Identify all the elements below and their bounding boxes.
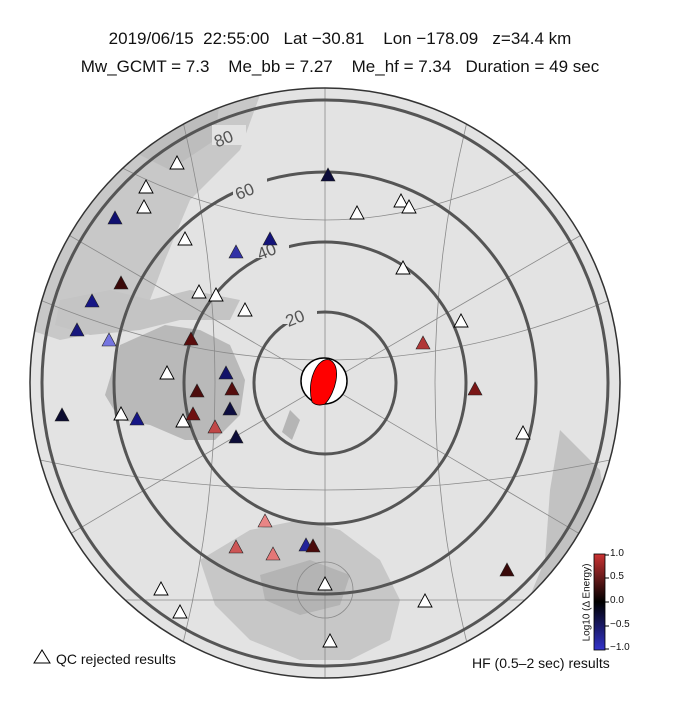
station-triangle xyxy=(107,210,123,225)
station-triangle xyxy=(228,429,244,444)
station-triangle xyxy=(228,244,244,259)
station-triangle xyxy=(305,538,321,553)
station-triangle xyxy=(257,513,273,528)
station-rejected-triangle xyxy=(395,260,411,275)
distance-ring-60 xyxy=(112,170,538,596)
station-triangle xyxy=(499,562,515,577)
colorbar-tick-label: −1.0 xyxy=(610,642,630,653)
station-rejected-triangle xyxy=(159,365,175,380)
magnitude-info-line: Mw_GCMT = 7.3 Me_bb = 7.27 Me_hf = 7.34 … xyxy=(80,57,600,76)
station-rejected-triangle xyxy=(172,604,188,619)
distance-ring-20 xyxy=(252,310,398,456)
graticule-line xyxy=(179,109,216,656)
distance-rings xyxy=(40,98,610,668)
station-rejected-triangle xyxy=(136,199,152,214)
station-triangle xyxy=(467,381,483,396)
station-triangle xyxy=(228,539,244,554)
station-rejected-triangle xyxy=(237,302,253,317)
station-triangle xyxy=(222,401,238,416)
globe-outline xyxy=(29,87,621,679)
station-triangle xyxy=(265,546,281,561)
station-triangle xyxy=(224,381,240,396)
station-triangle xyxy=(189,383,205,398)
station-rejected-triangle xyxy=(317,576,333,591)
station-rejected-triangle xyxy=(401,199,417,214)
station-triangle xyxy=(218,365,234,380)
colorbar-tick-label: 0.5 xyxy=(610,571,624,582)
graticule-polar-circle xyxy=(296,561,354,619)
colorbar-tick-label: −0.5 xyxy=(610,619,630,630)
energy-colorbar xyxy=(593,553,609,651)
distance-ring-40 xyxy=(182,240,468,526)
station-rejected-triangle xyxy=(208,287,224,302)
distance-ring-80 xyxy=(40,98,610,668)
station-markers xyxy=(54,155,531,648)
station-triangle xyxy=(415,335,431,350)
station-rejected-triangle xyxy=(177,231,193,246)
station-triangle xyxy=(101,332,117,347)
qc-legend-triangle-icon xyxy=(33,649,51,664)
focal-mechanism-beachball xyxy=(300,357,348,406)
colorbar-title: Log10 (Δ Energy) xyxy=(581,563,593,642)
graticule-line xyxy=(39,459,611,491)
station-rejected-triangle xyxy=(417,593,433,608)
station-rejected-triangle xyxy=(153,581,169,596)
station-rejected-triangle xyxy=(515,425,531,440)
station-triangle xyxy=(185,406,201,421)
station-rejected-triangle xyxy=(322,633,338,648)
colorbar-tick-label: 0.0 xyxy=(610,595,624,606)
station-rejected-triangle xyxy=(169,155,185,170)
station-triangle xyxy=(207,419,223,434)
station-rejected-triangle xyxy=(453,313,469,328)
graticule-line xyxy=(434,109,471,656)
station-triangle xyxy=(320,167,336,182)
qc-legend-label: QC rejected results xyxy=(56,651,176,667)
station-triangle xyxy=(84,293,100,308)
station-rejected-triangle xyxy=(113,406,129,421)
station-triangle xyxy=(129,411,145,426)
station-triangle xyxy=(183,331,199,346)
event-info-line: 2019/06/15 22:55:00 Lat −30.81 Lon −178.… xyxy=(108,29,572,48)
graticule-line xyxy=(89,149,561,221)
station-rejected-triangle xyxy=(138,179,154,194)
australia-land xyxy=(105,325,245,440)
colorbar-scale xyxy=(593,553,606,651)
station-triangle xyxy=(262,231,278,246)
station-rejected-triangle xyxy=(349,205,365,220)
hf-results-label: HF (0.5–2 sec) results xyxy=(472,655,610,671)
station-rejected-triangle xyxy=(393,193,409,208)
station-triangle xyxy=(113,275,129,290)
station-rejected-triangle xyxy=(175,413,191,428)
station-triangle xyxy=(69,322,85,337)
colorbar-tick-label: 1.0 xyxy=(610,548,624,559)
station-rejected-triangle xyxy=(191,284,207,299)
station-triangle xyxy=(54,407,70,422)
